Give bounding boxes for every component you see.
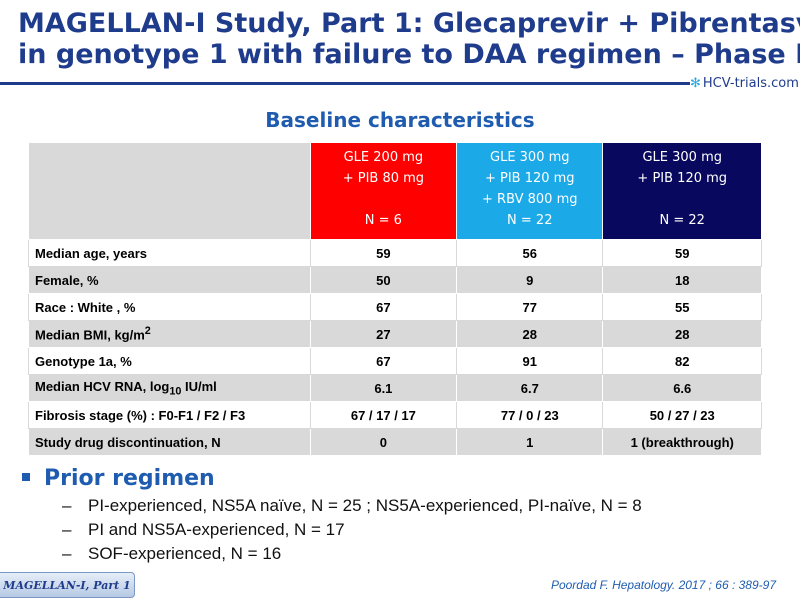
table-cell: 1 xyxy=(456,428,604,456)
row-label-text: Median BMI, kg/m xyxy=(35,327,145,343)
table-row: Race : White , % 67 77 55 xyxy=(28,293,762,321)
list-item: – PI-experienced, NS5A naïve, N = 25 ; NS… xyxy=(62,494,642,518)
table-cell: 77 / 0 / 23 xyxy=(456,401,604,429)
column-header-line: GLE 300 mg xyxy=(642,150,722,165)
logo-text: HCV-trials.com xyxy=(702,76,799,91)
table-row: Median BMI, kg/m2 27 28 28 xyxy=(28,320,762,348)
table-cell: 56 xyxy=(456,239,604,267)
column-header-line: + PIB 120 mg xyxy=(484,171,575,186)
row-label: Fibrosis stage (%) : F0-F1 / F2 / F3 xyxy=(28,401,311,429)
row-label: Race : White , % xyxy=(28,293,311,321)
table-row: Fibrosis stage (%) : F0-F1 / F2 / F3 67 … xyxy=(28,401,762,429)
column-header-line xyxy=(317,189,450,210)
table-cell: 59 xyxy=(309,239,458,267)
row-label-subscript: 10 xyxy=(169,385,182,398)
row-label-text-end: IU/ml xyxy=(181,378,217,394)
table-cell: 1 (breakthrough) xyxy=(602,428,762,456)
table-cell: 27 xyxy=(309,320,458,348)
column-header-line xyxy=(609,189,755,210)
table-cell: 59 xyxy=(602,239,762,267)
table-header-row: GLE 200 mg + PIB 80 mg N = 6 GLE 300 mg … xyxy=(28,142,762,240)
column-header-n: N = 22 xyxy=(659,213,705,228)
slide-title-line2: in genotype 1 with failure to DAA regime… xyxy=(18,39,800,70)
citation-reference: Poordad F. Hepatology. 2017 ; 66 : 389-9… xyxy=(550,578,776,592)
row-label: Median BMI, kg/m2 xyxy=(28,320,311,348)
column-header-line: + PIB 80 mg xyxy=(342,171,425,186)
baseline-table: GLE 200 mg + PIB 80 mg N = 6 GLE 300 mg … xyxy=(28,142,762,456)
column-header-gle300-rbv: GLE 300 mg + PIB 120 mg + RBV 800 mg N =… xyxy=(456,142,604,240)
study-name-tab: MAGELLAN-I, Part 1 xyxy=(0,572,135,598)
table-row: Genotype 1a, % 67 91 82 xyxy=(28,347,762,375)
list-item: – PI and NS5A-experienced, N = 17 xyxy=(62,518,642,542)
list-item-text: SOF-experienced, N = 16 xyxy=(88,544,282,563)
table-cell: 50 / 27 / 23 xyxy=(602,401,762,429)
table-cell: 67 xyxy=(309,293,458,321)
square-bullet-icon xyxy=(22,473,30,481)
column-header-line: + PIB 120 mg xyxy=(637,171,728,186)
table-cell: 18 xyxy=(602,266,762,294)
table-cell: 6.1 xyxy=(309,374,458,402)
dash-bullet-icon: – xyxy=(62,520,72,539)
list-item: – SOF-experienced, N = 16 xyxy=(62,542,642,566)
row-label: Median HCV RNA, log10 IU/ml xyxy=(28,374,311,402)
slide-title: MAGELLAN-I Study, Part 1: Glecaprevir + … xyxy=(18,8,800,70)
table-cell: 6.7 xyxy=(456,374,604,402)
table-cell: 67 / 17 / 17 xyxy=(309,401,458,429)
column-header-n: N = 22 xyxy=(507,213,553,228)
table-cell: 28 xyxy=(456,320,604,348)
table-cell: 82 xyxy=(602,347,762,375)
table-row: Median HCV RNA, log10 IU/ml 6.1 6.7 6.6 xyxy=(28,374,762,402)
table-cell: 6.6 xyxy=(602,374,762,402)
column-header-line: GLE 200 mg xyxy=(343,150,424,165)
table-cell: 91 xyxy=(456,347,604,375)
list-item-text: PI-experienced, NS5A naïve, N = 25 ; NS5… xyxy=(88,496,642,515)
row-label: Female, % xyxy=(28,266,311,294)
prior-regimen-list: – PI-experienced, NS5A naïve, N = 25 ; NS… xyxy=(62,494,642,566)
prior-regimen-heading: Prior regimen xyxy=(22,466,215,491)
dash-bullet-icon: – xyxy=(62,544,72,563)
column-header-line: GLE 300 mg xyxy=(490,150,570,165)
table-cell: 0 xyxy=(309,428,458,456)
table-row: Study drug discontinuation, N 0 1 1 (bre… xyxy=(28,428,762,456)
table-row: Female, % 50 9 18 xyxy=(28,266,762,294)
column-header-n: N = 6 xyxy=(364,213,402,228)
logo-icon: ✻ xyxy=(690,76,701,91)
table-cell: 55 xyxy=(602,293,762,321)
table-row: Median age, years 59 56 59 xyxy=(28,239,762,267)
column-header-line: + RBV 800 mg xyxy=(482,192,578,207)
row-label: Genotype 1a, % xyxy=(28,347,311,375)
dash-bullet-icon: – xyxy=(62,496,72,515)
table-cell: 77 xyxy=(456,293,604,321)
hcv-trials-logo: ✻ HCV-trials.com xyxy=(690,76,799,91)
row-label-text: Median HCV RNA, log xyxy=(35,378,170,394)
prior-regimen-heading-text: Prior regimen xyxy=(44,466,215,491)
table-cell: 50 xyxy=(309,266,458,294)
table-cell: 9 xyxy=(456,266,604,294)
section-subtitle: Baseline characteristics xyxy=(265,108,535,132)
row-label: Median age, years xyxy=(28,239,311,267)
table-cell: 28 xyxy=(602,320,762,348)
slide-title-line1: MAGELLAN-I Study, Part 1: Glecaprevir + … xyxy=(18,8,800,39)
table-corner-cell xyxy=(28,142,311,240)
column-header-gle200: GLE 200 mg + PIB 80 mg N = 6 xyxy=(309,142,458,240)
column-header-gle300: GLE 300 mg + PIB 120 mg N = 22 xyxy=(602,142,762,240)
table-cell: 67 xyxy=(309,347,458,375)
row-label-superscript: 2 xyxy=(144,325,151,338)
list-item-text: PI and NS5A-experienced, N = 17 xyxy=(88,520,345,539)
row-label: Study drug discontinuation, N xyxy=(28,428,311,456)
header-divider xyxy=(0,82,690,85)
